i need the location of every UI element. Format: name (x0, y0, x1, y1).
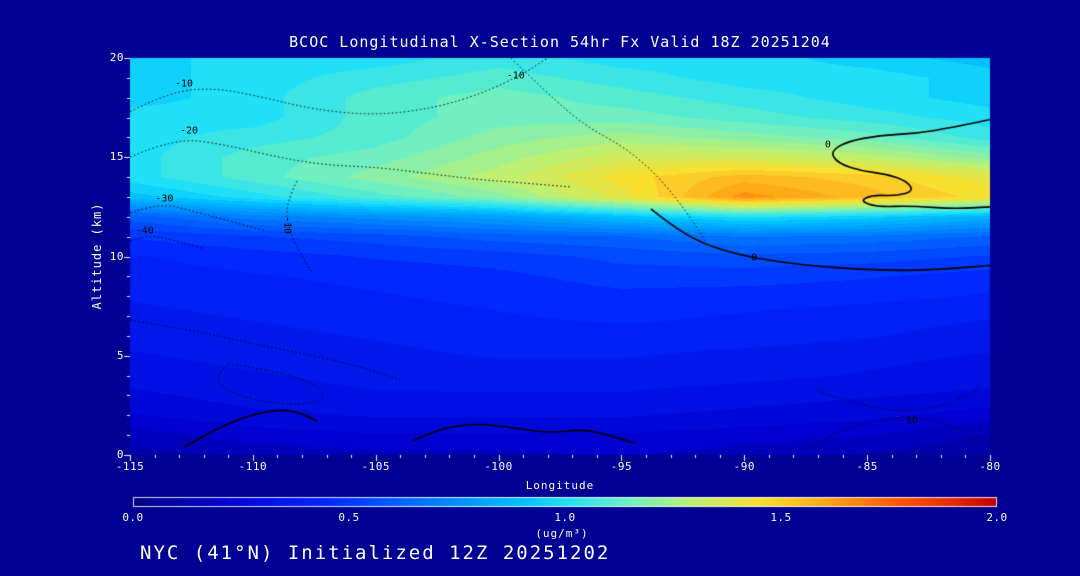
x-tick-label: -115 (115, 460, 145, 473)
contour-label: -10 (281, 215, 293, 234)
x-tick-label: -80 (979, 460, 1001, 473)
contour-label: -30 (155, 193, 174, 205)
x-tick-label: -95 (610, 460, 633, 473)
y-tick-label: 5 (116, 348, 124, 362)
colorbar-unit-label: (ug/m³) (535, 527, 589, 540)
x-tick-label: -85 (856, 460, 878, 473)
init-info-text: NYC (41°N) Initialized 12Z 20251202 (140, 542, 611, 564)
contour-label: -10 (175, 78, 194, 90)
contour-label: 0 (824, 139, 831, 151)
x-tick-label: -90 (733, 460, 755, 473)
y-tick-label: 15 (109, 150, 124, 164)
y-tick-label: 0 (116, 448, 124, 461)
x-axis-label: Longitude (525, 479, 595, 492)
y-tick-label: 20 (109, 51, 124, 64)
x-tick-label: -110 (238, 460, 268, 473)
contour-label: -40 (135, 225, 154, 237)
colorbar-tick-label: 0.5 (338, 511, 360, 524)
contour-label: -10 (899, 415, 918, 427)
contour-label: 0 (751, 252, 758, 264)
colorbar-tick-label: 1.0 (554, 511, 576, 524)
chart-title: BCOC Longitudinal X-Section 54hr Fx Vali… (289, 33, 831, 51)
x-tick-label: -100 (484, 460, 513, 473)
x-tick-label: -105 (361, 460, 390, 473)
y-tick-label: 10 (109, 249, 124, 263)
colorbar-tick-label: 2.0 (986, 511, 1008, 524)
contour-label: -20 (179, 125, 198, 137)
contour-label: -10 (506, 70, 525, 82)
colorbar-tick-label: 1.5 (770, 511, 792, 524)
colorbar-tick-label: 0.0 (122, 511, 144, 524)
